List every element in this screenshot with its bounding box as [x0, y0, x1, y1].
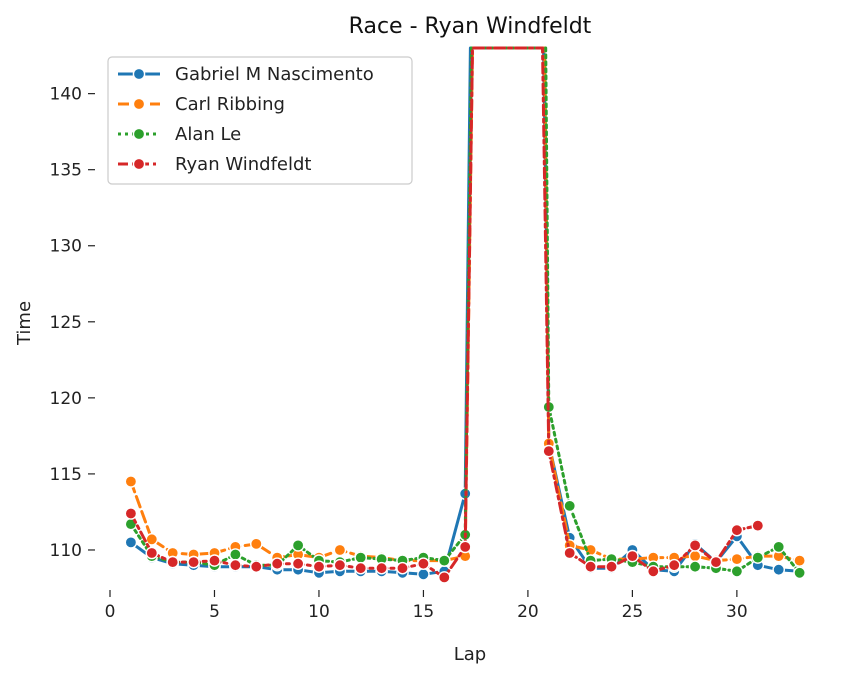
data-point — [124, 475, 138, 488]
data-point — [354, 551, 368, 564]
y-tick-label: 140 — [50, 85, 82, 105]
data-point — [667, 558, 681, 572]
data-point — [751, 519, 765, 532]
data-point — [187, 555, 200, 569]
y-axis-ticks: 110 115 120 125 130 135 140 — [50, 85, 95, 561]
data-point — [563, 546, 577, 560]
legend: Gabriel M Nascimento Carl Ribbing Alan Le R… — [107, 56, 413, 185]
data-point — [270, 557, 284, 571]
data-point — [647, 565, 660, 578]
y-tick-label: 110 — [50, 541, 82, 561]
y-tick-label: 125 — [50, 313, 82, 333]
y-tick-label: 135 — [50, 161, 82, 181]
data-point — [145, 546, 159, 560]
legend-entry: Ryan Windfeldt — [118, 154, 311, 175]
x-tick-label: 30 — [726, 602, 748, 622]
data-point — [458, 540, 472, 554]
data-point — [437, 554, 451, 567]
data-point — [333, 558, 347, 572]
data-point — [730, 565, 744, 578]
x-tick-label: 0 — [105, 602, 116, 622]
x-tick-label: 10 — [308, 602, 330, 622]
data-point — [730, 523, 744, 537]
data-point — [688, 560, 702, 574]
data-point — [709, 555, 723, 569]
x-tick-label: 20 — [517, 602, 539, 622]
x-tick-label: 5 — [209, 602, 220, 622]
data-point — [563, 499, 577, 513]
x-tick-label: 15 — [413, 602, 435, 622]
legend-swatch-marker — [132, 67, 146, 81]
legend-label: Gabriel M Nascimento — [175, 64, 374, 85]
data-point — [208, 554, 221, 567]
data-point — [249, 560, 263, 574]
legend-swatch-marker — [132, 97, 146, 111]
data-point — [584, 560, 597, 574]
legend-swatch-marker — [132, 127, 146, 141]
legend-box — [107, 56, 413, 185]
y-tick-label: 130 — [50, 237, 82, 257]
data-point — [291, 539, 305, 552]
legend-swatch-marker — [132, 157, 146, 171]
data-point — [772, 563, 786, 577]
data-point — [166, 555, 179, 569]
y-tick-label: 120 — [50, 389, 82, 409]
data-point — [730, 552, 744, 566]
data-point — [291, 557, 305, 571]
data-point — [751, 551, 765, 564]
plot-area — [124, 46, 806, 584]
data-point — [437, 571, 451, 584]
legend-entry: Gabriel M Nascimento — [118, 64, 374, 85]
data-point — [375, 561, 388, 575]
data-point — [417, 557, 430, 571]
legend-label: Carl Ribbing — [175, 94, 285, 115]
series-3 — [124, 46, 765, 584]
data-point — [249, 537, 263, 551]
legend-label: Alan Le — [175, 124, 241, 145]
data-point — [229, 548, 242, 561]
data-point — [688, 549, 702, 563]
y-axis-label: Time — [14, 301, 35, 346]
data-point — [124, 507, 138, 520]
x-tick-label: 25 — [622, 602, 644, 622]
legend-label: Ryan Windfeldt — [175, 154, 311, 175]
x-axis-ticks: 0 5 10 15 20 25 30 — [105, 590, 748, 622]
data-point — [793, 566, 806, 580]
y-tick-label: 115 — [50, 465, 82, 485]
legend-entry: Carl Ribbing — [118, 94, 285, 115]
data-point — [354, 561, 368, 575]
legend-entry: Alan Le — [118, 124, 241, 145]
data-point — [688, 539, 702, 552]
data-point — [793, 554, 806, 567]
data-point — [333, 543, 347, 557]
x-axis-label: Lap — [454, 644, 486, 665]
data-point — [626, 549, 639, 563]
data-point — [542, 444, 556, 458]
data-point — [229, 558, 242, 572]
data-point — [417, 568, 430, 581]
data-point — [124, 536, 138, 549]
data-point — [396, 561, 409, 575]
data-point — [772, 540, 786, 554]
data-point — [312, 560, 326, 574]
data-point — [605, 560, 618, 574]
chart-title: Race - Ryan Windfeldt — [349, 14, 592, 39]
